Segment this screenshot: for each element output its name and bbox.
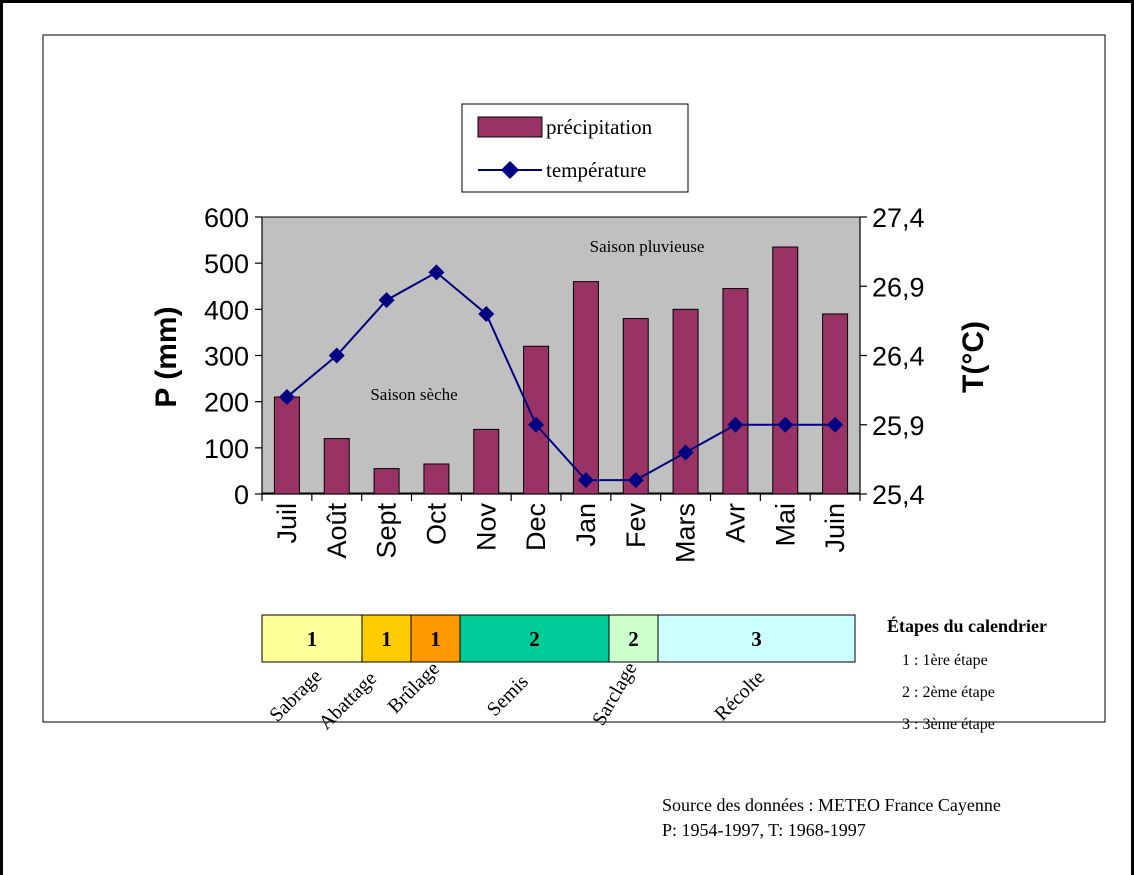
legend-bar-swatch <box>477 116 543 138</box>
calendar-segment <box>410 614 461 663</box>
source-line-2: P: 1954-1997, T: 1968-1997 <box>662 820 866 840</box>
point-temperature <box>777 416 794 433</box>
calendar-segment-number: 1 <box>381 627 392 651</box>
calendar-segment <box>608 614 659 663</box>
point-temperature <box>627 472 644 489</box>
y2-tick-label: 25,4 <box>872 480 925 510</box>
legend-label-temperature: température <box>546 158 646 182</box>
point-temperature <box>727 416 744 433</box>
x-tick-label: Juin <box>820 503 850 553</box>
y-axis-title: P (mm) <box>150 306 183 407</box>
y2-tick-label: 27,4 <box>872 203 925 233</box>
y2-tick-label: 26,9 <box>872 272 925 302</box>
annotation-rainy-season: Saison pluvieuse <box>590 237 705 256</box>
bar-precipitation <box>772 246 799 495</box>
calendar-legend: Étapes du calendrier 1 : 1ère étape 2 : … <box>887 615 1047 733</box>
x-tick-label: Fev <box>621 503 651 549</box>
y-tick-label: 100 <box>204 434 249 464</box>
source-line-1: Source des données : METEO France Cayenn… <box>662 795 1001 815</box>
calendar-stage-label: Semis <box>483 671 533 721</box>
line-temperature <box>286 271 836 482</box>
x-tick-label: Nov <box>471 503 501 552</box>
y2-tick-label: 26,4 <box>872 342 925 372</box>
annotation-dry-season: Saison sèche <box>370 385 457 404</box>
calendar-stage-label: Abattage <box>314 667 381 734</box>
x-tick-label: Mars <box>671 503 701 563</box>
calendar-segment-number: 2 <box>628 627 639 651</box>
chart-area-border <box>42 34 1106 723</box>
bar-precipitation <box>722 288 749 495</box>
bar-precipitation <box>273 396 300 495</box>
calendar-stage-label: Récolte <box>710 666 769 725</box>
bar-precipitation <box>572 281 599 495</box>
legend-diamond-marker <box>501 161 519 179</box>
calendar-legend-item-1: 1 : 1ère étape <box>902 652 988 669</box>
y-tick-label: 0 <box>234 480 249 510</box>
point-temperature <box>428 264 445 281</box>
legend: précipitation température <box>461 103 689 193</box>
calendar-legend-title: Étapes du calendrier <box>887 615 1047 636</box>
y-tick-label: 500 <box>204 249 249 279</box>
point-temperature <box>827 416 844 433</box>
bar-precipitation <box>373 468 400 495</box>
x-tick-label: Mai <box>770 503 800 547</box>
x-tick-label: Jan <box>571 503 601 547</box>
calendar-segment <box>657 614 856 663</box>
x-tick-label: Août <box>322 503 352 559</box>
bar-precipitation <box>622 318 649 495</box>
x-tick-label: Juil <box>272 503 302 544</box>
calendar-bar: 1 1 1 2 2 3 <box>261 614 856 663</box>
y-tick-label: 600 <box>204 203 249 233</box>
point-temperature <box>378 292 395 309</box>
y-tick-label: 400 <box>204 295 249 325</box>
x-tick-label: Dec <box>521 503 551 551</box>
calendar-legend-item-3: 3 : 3ème étape <box>902 716 995 733</box>
calendar-segment-number: 1 <box>430 627 441 651</box>
x-tick-label: Oct <box>421 503 451 546</box>
calendar-segment-number: 2 <box>529 627 540 651</box>
plot-background <box>261 216 861 494</box>
bar-precipitation <box>822 313 849 495</box>
y-tick-label: 200 <box>204 388 249 418</box>
y2-tick-label: 25,9 <box>872 411 925 441</box>
y-tick-label: 300 <box>204 342 249 372</box>
calendar-segment <box>459 614 610 663</box>
calendar-legend-item-2: 2 : 2ème étape <box>902 684 995 701</box>
point-temperature <box>677 444 694 461</box>
bar-precipitation <box>423 463 450 495</box>
point-temperature <box>278 389 295 406</box>
legend-label-precipitation: précipitation <box>546 115 653 139</box>
point-temperature <box>577 472 594 489</box>
point-temperature <box>478 305 495 322</box>
point-temperature <box>528 416 545 433</box>
point-temperature <box>328 347 345 364</box>
bar-precipitation <box>672 308 699 495</box>
x-tick-label: Avr <box>720 503 750 543</box>
bar-precipitation <box>323 438 350 495</box>
calendar-stage-label: Sarclage <box>588 659 642 730</box>
calendar-stage-label: Brûlage <box>384 658 444 718</box>
y2-axis-title: T(°C) <box>957 321 990 393</box>
calendar-segment-number: 1 <box>307 627 318 651</box>
x-tick-label: Sept <box>372 503 402 559</box>
calendar-segment-number: 3 <box>751 627 762 651</box>
bar-precipitation <box>473 428 500 495</box>
